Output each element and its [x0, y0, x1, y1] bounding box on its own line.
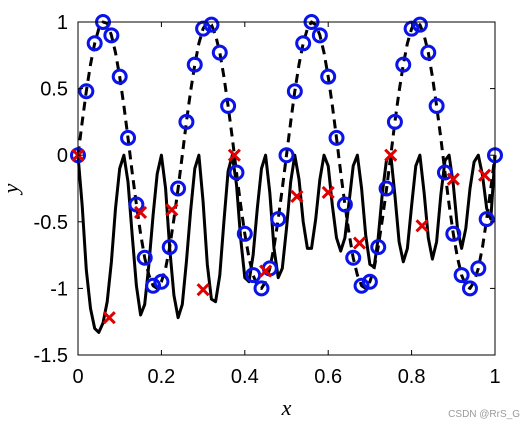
circle-marker	[211, 44, 228, 61]
circle-marker	[436, 164, 453, 181]
circle-marker	[161, 239, 178, 256]
circle-marker	[203, 16, 220, 33]
y-axis-ticks: -1.5 -1 -0.5 0 0.5 1	[34, 12, 495, 367]
circle-marker	[311, 27, 328, 44]
circle-marker	[411, 16, 428, 33]
circle-marker	[86, 35, 103, 52]
x-tick-label: 1	[489, 366, 500, 388]
circle-marker	[461, 280, 478, 297]
circle-marker	[378, 180, 395, 197]
circle-marker	[186, 56, 203, 73]
x-axis-label: x	[281, 395, 292, 420]
x-tick-label: 0.2	[147, 366, 175, 388]
x-tick-label: 0.4	[231, 366, 259, 388]
circle-marker	[295, 35, 312, 52]
circle-marker	[153, 273, 170, 290]
circle-marker	[103, 27, 120, 44]
circle-marker	[253, 280, 270, 297]
circle-marker	[170, 180, 187, 197]
y-tick-label: 1	[57, 12, 68, 34]
series-line-2	[76, 20, 497, 290]
circle-marker	[78, 83, 95, 100]
circle-marker	[111, 68, 128, 85]
y-axis-label: y	[0, 183, 23, 195]
axes-frame	[77, 21, 496, 356]
y-tick-label: 0	[57, 145, 68, 167]
cross-marker	[259, 264, 273, 278]
y-tick-label: -1	[50, 278, 68, 300]
cross-marker	[321, 185, 335, 200]
y-tick-label: -0.5	[34, 212, 68, 234]
cross-marker	[446, 172, 460, 186]
circle-marker	[353, 277, 370, 294]
cross-marker	[384, 148, 398, 162]
circle-marker	[145, 277, 162, 294]
circle-marker	[345, 249, 362, 266]
circle-marker	[320, 68, 337, 85]
axes-box	[77, 21, 496, 356]
watermark: CSDN @RrS_G	[448, 409, 520, 420]
x-tick-label: 0.8	[398, 366, 426, 388]
circle-marker	[361, 273, 378, 290]
circle-marker	[386, 113, 403, 130]
circle-marker	[128, 196, 145, 213]
x-axis-ticks: 0 0.2 0.4 0.6 0.8 1	[72, 22, 501, 388]
circle-marker	[286, 83, 303, 100]
circle-marker	[120, 129, 137, 146]
y-tick-label: -1.5	[34, 345, 68, 367]
circle-marker	[236, 225, 253, 242]
x-tick-label: 0.6	[314, 366, 342, 388]
circle-marker	[470, 260, 487, 277]
cross-marker	[196, 283, 210, 297]
circle-marker	[270, 211, 287, 228]
circle-marker	[428, 97, 445, 114]
x-tick-label: 0	[72, 366, 83, 388]
circle-marker	[228, 164, 245, 181]
circle-marker	[395, 56, 412, 73]
circle-marker	[328, 129, 345, 146]
cross-marker	[165, 203, 179, 217]
cross-marker	[102, 311, 116, 325]
circle-marker	[278, 147, 295, 164]
plot-area	[70, 14, 503, 334]
circle-marker	[136, 249, 153, 266]
circle-marker	[370, 239, 387, 256]
cross-marker	[415, 219, 429, 233]
cross-marker	[290, 189, 304, 204]
cross-marker	[478, 168, 492, 182]
cross-marker	[227, 148, 241, 162]
circle-marker	[420, 44, 437, 61]
circle-marker	[220, 97, 237, 114]
y-tick-label: 0.5	[40, 79, 68, 101]
cross-marker	[133, 205, 148, 220]
series-line-1	[76, 153, 497, 334]
cross-marker	[352, 236, 367, 250]
circle-marker	[445, 225, 462, 242]
circle-marker	[178, 113, 195, 130]
circle-marker	[453, 267, 470, 284]
circle-marker	[336, 196, 353, 213]
circle-marker	[478, 211, 495, 228]
